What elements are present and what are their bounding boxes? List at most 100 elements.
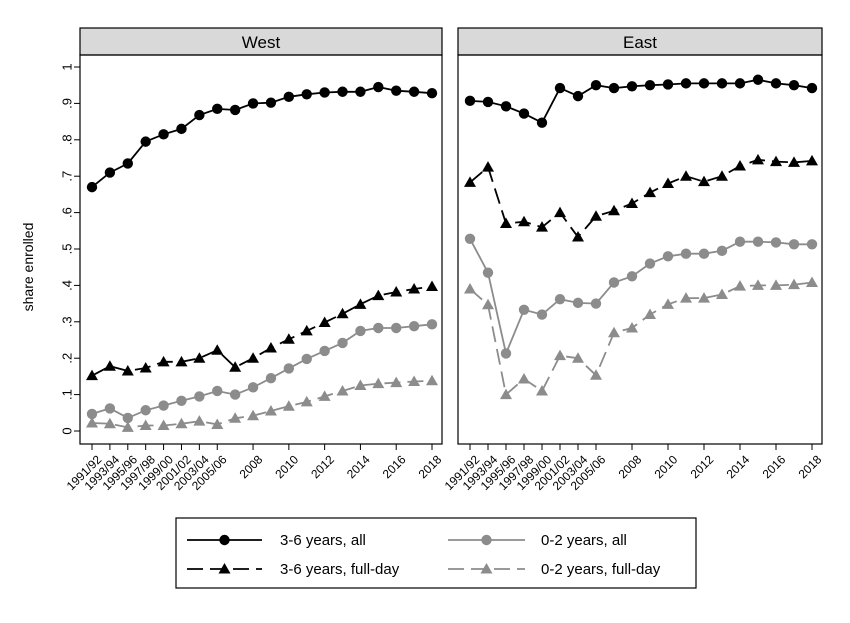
data-point bbox=[590, 369, 602, 380]
data-point bbox=[536, 384, 548, 396]
data-point bbox=[788, 156, 800, 167]
data-point bbox=[788, 239, 800, 250]
legend-marker bbox=[219, 534, 230, 546]
data-point bbox=[300, 324, 313, 336]
data-point bbox=[680, 248, 692, 259]
data-point bbox=[175, 417, 188, 429]
data-point bbox=[157, 419, 170, 431]
data-point bbox=[482, 298, 494, 310]
data-point bbox=[464, 233, 476, 245]
data-point bbox=[229, 412, 242, 423]
data-point bbox=[354, 379, 367, 390]
data-point bbox=[590, 80, 602, 91]
data-point bbox=[265, 373, 277, 384]
y-tick-label: .2 bbox=[59, 353, 74, 364]
data-point bbox=[264, 404, 277, 416]
x-tick-label: 2014 bbox=[724, 452, 753, 481]
y-tick-label: .1 bbox=[59, 389, 74, 400]
data-point bbox=[282, 400, 295, 411]
data-point bbox=[608, 277, 620, 288]
y-tick-label: .9 bbox=[59, 98, 74, 109]
data-point bbox=[536, 309, 548, 320]
data-point bbox=[608, 204, 620, 216]
data-point bbox=[716, 245, 728, 257]
x-tick-label: 2016 bbox=[380, 452, 409, 481]
data-point bbox=[408, 320, 420, 332]
data-point bbox=[770, 155, 782, 167]
data-point bbox=[806, 154, 818, 166]
legend-box bbox=[175, 517, 697, 589]
data-point bbox=[194, 109, 205, 121]
data-point bbox=[229, 104, 241, 116]
panel-title: East bbox=[623, 33, 657, 52]
data-point bbox=[336, 307, 349, 319]
data-point bbox=[644, 80, 656, 91]
data-point bbox=[336, 384, 349, 396]
data-point bbox=[139, 419, 152, 431]
data-point bbox=[355, 325, 366, 337]
data-point bbox=[212, 385, 223, 397]
data-point bbox=[734, 236, 746, 247]
data-point bbox=[752, 279, 764, 290]
data-point bbox=[554, 349, 566, 361]
data-point bbox=[518, 108, 530, 119]
y-tick-label: .7 bbox=[59, 171, 74, 182]
data-point bbox=[390, 376, 403, 388]
data-point bbox=[734, 78, 746, 89]
data-point bbox=[104, 167, 116, 178]
data-point bbox=[408, 86, 420, 97]
data-point bbox=[373, 322, 384, 334]
data-point bbox=[482, 267, 494, 278]
x-tick-label: 2016 bbox=[760, 452, 789, 481]
data-point bbox=[716, 78, 728, 89]
data-point bbox=[247, 382, 259, 393]
data-point bbox=[572, 230, 584, 242]
y-tick-label: .8 bbox=[59, 134, 74, 145]
data-point bbox=[626, 271, 638, 282]
data-point bbox=[140, 405, 151, 416]
data-point bbox=[283, 363, 295, 374]
x-tick-label: 2010 bbox=[272, 452, 301, 481]
y-tick-label: .5 bbox=[59, 244, 74, 255]
data-point bbox=[247, 352, 260, 363]
legend-label: 0-2 years, full-day bbox=[541, 561, 661, 578]
data-point bbox=[500, 388, 512, 400]
x-tick-label: 2008 bbox=[616, 452, 645, 481]
data-point bbox=[536, 117, 548, 128]
data-point bbox=[408, 375, 421, 386]
data-point bbox=[319, 87, 330, 98]
data-point bbox=[698, 175, 710, 187]
data-point bbox=[318, 316, 331, 328]
data-point bbox=[176, 123, 187, 135]
data-point bbox=[193, 352, 206, 363]
data-point bbox=[716, 170, 728, 181]
data-point bbox=[426, 280, 438, 291]
data-point bbox=[572, 90, 584, 102]
data-point bbox=[608, 326, 620, 338]
y-tick-label: .6 bbox=[59, 207, 74, 218]
data-point bbox=[354, 298, 367, 309]
data-point bbox=[626, 81, 638, 92]
panel-strip bbox=[79, 27, 443, 56]
x-tick-label: 2018 bbox=[796, 452, 825, 481]
data-point bbox=[464, 283, 476, 294]
data-point bbox=[500, 348, 512, 359]
data-point bbox=[662, 251, 674, 262]
data-point bbox=[518, 372, 530, 384]
data-point bbox=[86, 408, 98, 420]
x-tick-label: 2010 bbox=[652, 452, 681, 481]
data-point bbox=[264, 342, 277, 353]
data-point bbox=[752, 153, 764, 165]
y-tick-label: 1 bbox=[59, 63, 74, 70]
data-point bbox=[301, 89, 312, 100]
legend-marker bbox=[480, 563, 493, 574]
data-point bbox=[176, 395, 187, 406]
data-point bbox=[86, 181, 98, 193]
data-point bbox=[139, 362, 152, 373]
data-point bbox=[158, 400, 169, 411]
data-point bbox=[698, 78, 710, 89]
data-point bbox=[752, 236, 764, 247]
y-tick-label: .4 bbox=[59, 280, 74, 291]
data-point bbox=[319, 345, 330, 357]
data-point bbox=[121, 364, 134, 376]
